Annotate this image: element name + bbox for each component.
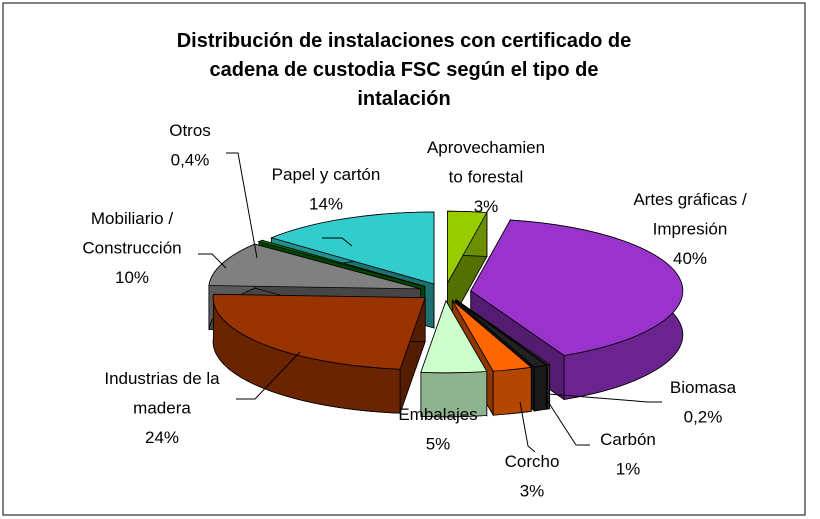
slice	[270, 211, 435, 285]
data-label: Corcho	[505, 452, 560, 471]
data-label: Carbón	[600, 430, 656, 449]
value-label: 0,2%	[684, 408, 723, 427]
slice	[470, 219, 684, 356]
slice-wall	[492, 366, 532, 416]
slice-group	[420, 299, 488, 418]
value-label: 0,4%	[171, 151, 210, 170]
value-label: 5%	[426, 435, 451, 454]
slice	[456, 299, 551, 366]
value-label: 1%	[616, 460, 641, 479]
leader-line	[322, 237, 353, 247]
leader-line	[519, 401, 536, 453]
leader-line	[547, 393, 662, 403]
leader-line	[226, 152, 258, 259]
data-label: Aprovechamien to forestal	[427, 138, 545, 187]
value-label: 3%	[520, 482, 545, 501]
slice-group	[212, 293, 426, 414]
leader-line	[198, 253, 227, 269]
data-label: Otros	[169, 121, 211, 140]
data-label: Papel y cartón	[272, 165, 381, 184]
data-label: Mobiliario / Construcción	[82, 209, 181, 258]
slice	[455, 299, 548, 368]
data-label: Industrias de la madera	[104, 369, 220, 418]
value-label: 14%	[309, 195, 343, 214]
slice	[452, 300, 533, 372]
value-label: 24%	[145, 428, 179, 447]
slice	[212, 293, 426, 370]
chart-title: Distribución de instalaciones con certif…	[177, 30, 632, 110]
slice	[420, 299, 488, 374]
leader-line	[544, 396, 590, 446]
data-label: Embalajes	[398, 405, 477, 424]
value-label: 40%	[673, 249, 707, 268]
data-label: Artes gráficas / Impresión	[633, 190, 747, 239]
slice	[257, 239, 425, 287]
value-label: 3%	[474, 197, 499, 216]
data-label: Biomasa	[670, 378, 737, 397]
slice	[447, 210, 488, 285]
slice-wall	[533, 364, 547, 412]
value-label: 10%	[115, 268, 149, 287]
leader-line	[236, 351, 301, 400]
